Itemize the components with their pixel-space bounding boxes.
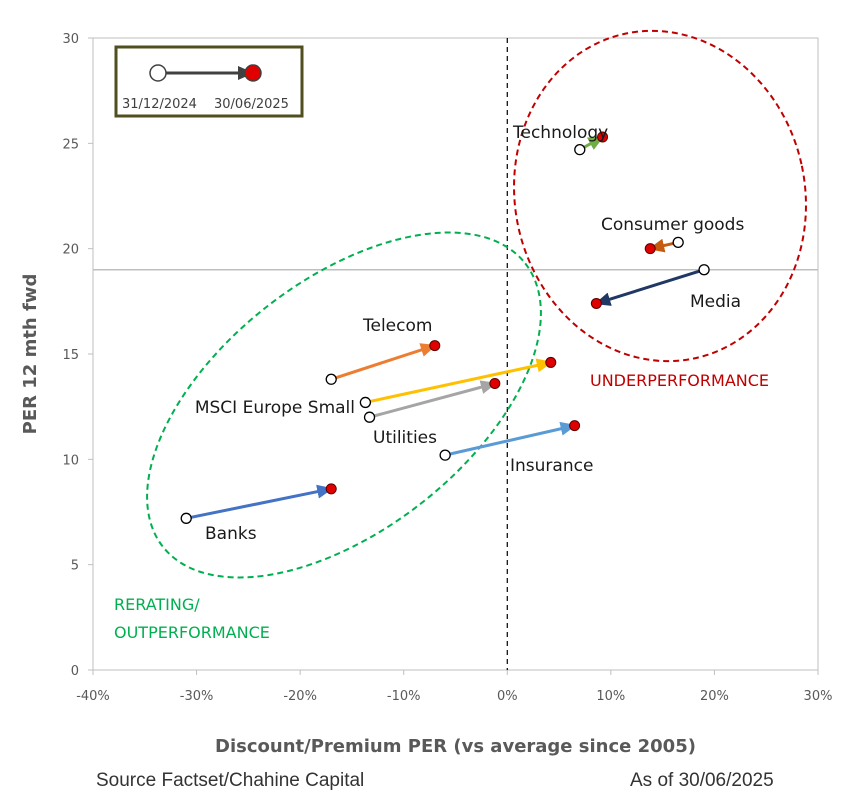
arrow-utilities	[369, 380, 497, 419]
x-tick-label: 30%	[804, 689, 833, 704]
end-point-telecom	[429, 340, 441, 352]
arrow-insurance	[444, 421, 577, 457]
end-point-utilities	[489, 377, 501, 389]
end-point-consumer-goods	[644, 243, 656, 255]
label-banks: Banks	[205, 524, 257, 544]
x-tick-label: -20%	[283, 689, 317, 704]
end-point-msci-europe-small	[545, 356, 557, 368]
x-tick-label: 0%	[497, 689, 518, 704]
start-point-consumer-goods	[672, 236, 684, 248]
underperformance-zone	[513, 29, 807, 363]
x-axis-title: Discount/Premium PER (vs average since 2…	[215, 736, 696, 757]
label-technology: Technology	[512, 123, 608, 143]
arrow-media	[594, 268, 705, 306]
x-tick-label: -10%	[387, 689, 421, 704]
start-point-media	[698, 264, 710, 276]
legend-box	[114, 45, 304, 118]
as-of-date: As of 30/06/2025	[630, 770, 774, 791]
outperformance-label-line1: RERATING/	[114, 595, 200, 614]
arrow-msci-europe-small	[365, 358, 553, 404]
label-telecom: Telecom	[362, 316, 432, 336]
legend-start-label: 31/12/2024	[122, 97, 197, 112]
y-tick-label: 5	[71, 559, 79, 574]
y-axis-title: PER 12 mth fwd	[20, 274, 41, 435]
x-tick-label: 10%	[596, 689, 625, 704]
end-point-banks	[325, 483, 337, 495]
label-media: Media	[690, 292, 741, 312]
y-tick-label: 20	[62, 243, 79, 258]
label-consumer-goods: Consumer goods	[601, 215, 744, 235]
plot-area	[92, 37, 819, 671]
x-tick-label: 20%	[700, 689, 729, 704]
x-tick-label: -30%	[180, 689, 214, 704]
y-tick-label: 0	[71, 664, 79, 679]
y-tick-label: 15	[62, 348, 79, 363]
y-tick-label: 30	[62, 32, 79, 47]
start-point-utilities	[363, 411, 376, 423]
end-point-insurance	[569, 420, 581, 432]
legend-start-marker	[149, 64, 167, 82]
start-point-insurance	[439, 449, 451, 461]
x-tick-label: -40%	[76, 689, 110, 704]
start-point-banks	[180, 512, 192, 524]
underperformance-label: UNDERPERFORMANCE	[590, 371, 769, 390]
start-point-msci-europe-small	[359, 396, 372, 409]
legend-end-label: 30/06/2025	[214, 97, 289, 112]
label-utilities: Utilities	[373, 428, 437, 448]
start-point-technology	[574, 144, 586, 156]
outperformance-label-line2: OUTPERFORMANCE	[114, 623, 270, 642]
legend-end-marker	[244, 64, 262, 82]
arrow-telecom	[330, 343, 437, 381]
arrow-banks	[185, 484, 334, 520]
y-tick-label: 25	[62, 137, 79, 152]
label-insurance: Insurance	[510, 456, 593, 476]
source-note: Source Factset/Chahine Capital	[96, 770, 365, 791]
label-msci-europe-small: MSCI Europe Small	[195, 398, 355, 418]
start-point-telecom	[325, 373, 337, 385]
end-point-media	[590, 297, 602, 309]
end-point-technology	[597, 131, 609, 143]
y-tick-label: 10	[62, 453, 79, 468]
outperformance-zone	[146, 231, 542, 579]
